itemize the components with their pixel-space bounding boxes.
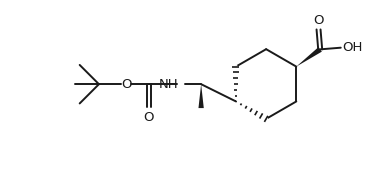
Text: O: O [313, 14, 324, 27]
Text: O: O [144, 111, 154, 124]
Text: O: O [121, 78, 131, 91]
Polygon shape [198, 84, 204, 108]
Text: NH: NH [158, 78, 178, 91]
Text: OH: OH [342, 41, 362, 54]
Polygon shape [296, 47, 322, 67]
